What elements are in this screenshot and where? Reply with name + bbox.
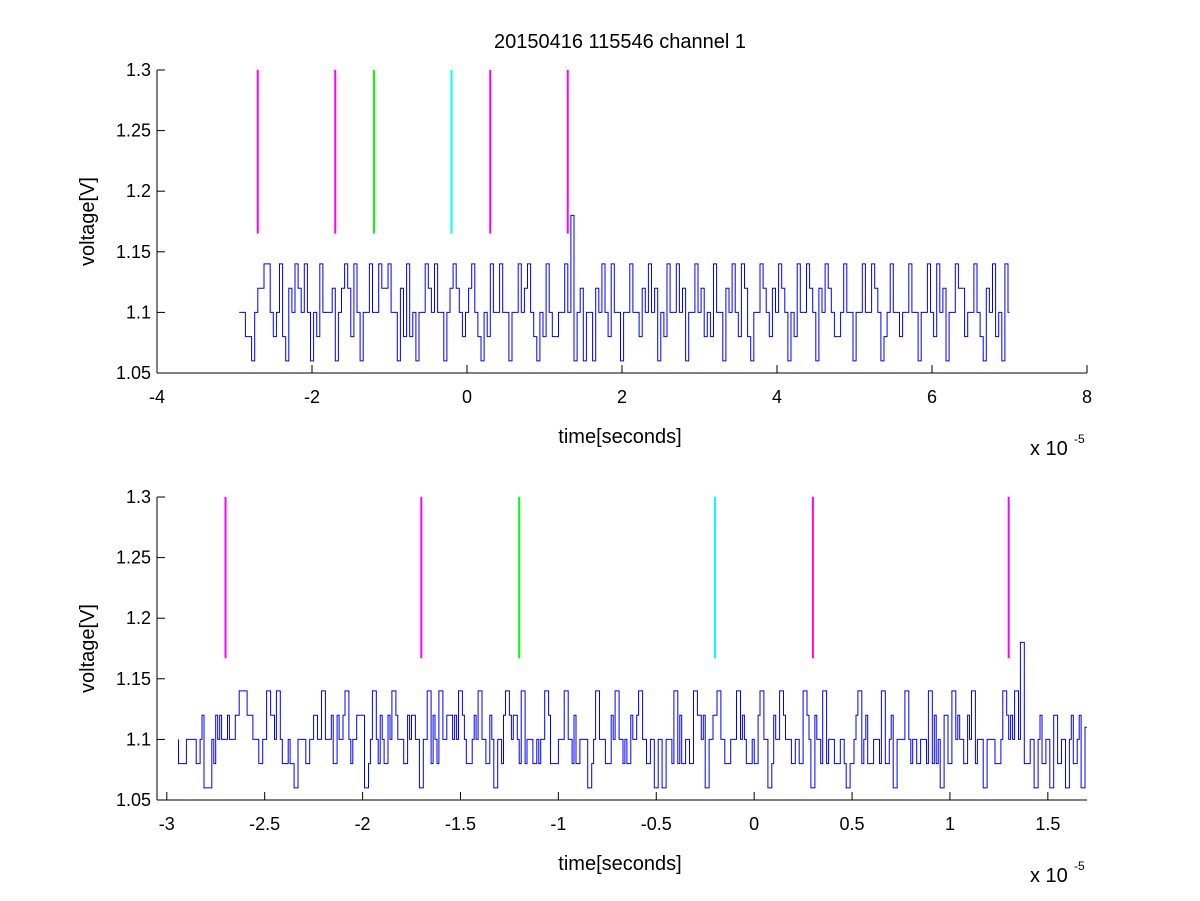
x-tick-label: -1.5 bbox=[445, 814, 476, 834]
voltage-series-line bbox=[178, 641, 1087, 789]
y-tick-label: 1.1 bbox=[126, 302, 151, 322]
y-tick-label: 1.3 bbox=[126, 60, 151, 80]
x-axis-label: time[seconds] bbox=[558, 853, 681, 875]
y-tick-label: 1.15 bbox=[116, 242, 151, 262]
x-tick-label: -0.5 bbox=[641, 814, 672, 834]
y-tick-label: 1.2 bbox=[126, 608, 151, 628]
x-tick-label: -2 bbox=[355, 814, 371, 834]
top-plot: 1.05 1.1 1.15 1.2 1.25 1.3 -4 -2 0 2 4 6 8 time[secon… bbox=[77, 60, 1092, 460]
x-tick-label: 8 bbox=[1082, 387, 1092, 407]
x-multiplier-label: x 10 bbox=[1030, 438, 1068, 460]
x-multiplier-exponent: -5 bbox=[1074, 859, 1085, 873]
y-tick-label: 1.3 bbox=[126, 487, 151, 507]
x-tick-label: -4 bbox=[149, 387, 165, 407]
x-axis-label: time[seconds] bbox=[558, 426, 681, 448]
x-tick-label: 0.5 bbox=[840, 814, 865, 834]
y-tick-label: 1.25 bbox=[116, 548, 151, 568]
x-multiplier-label: x 10 bbox=[1030, 865, 1068, 887]
x-multiplier-exponent: -5 bbox=[1074, 432, 1085, 446]
y-tick-label: 1.05 bbox=[116, 790, 151, 810]
x-tick-label: 1.5 bbox=[1035, 814, 1060, 834]
y-axis-label: voltage[V] bbox=[77, 604, 99, 693]
x-tick-label: 0 bbox=[749, 814, 759, 834]
x-tick-label: 1 bbox=[945, 814, 955, 834]
x-tick-label: 0 bbox=[462, 387, 472, 407]
y-tick-label: 1.05 bbox=[116, 363, 151, 383]
x-tick-label: 4 bbox=[772, 387, 782, 407]
x-tick-label: 6 bbox=[927, 387, 937, 407]
x-tick-label: -2.5 bbox=[249, 814, 280, 834]
x-tick-label: 2 bbox=[617, 387, 627, 407]
figure-title: 20150416 115546 channel 1 bbox=[494, 31, 746, 53]
y-tick-label: 1.2 bbox=[126, 181, 151, 201]
y-axis-label: voltage[V] bbox=[77, 177, 99, 266]
x-tick-label: -1 bbox=[550, 814, 566, 834]
x-tick-label: -2 bbox=[304, 387, 320, 407]
y-tick-label: 1.15 bbox=[116, 669, 151, 689]
voltage-series-line bbox=[239, 214, 1010, 362]
x-tick-label: -3 bbox=[159, 814, 175, 834]
bottom-plot: 1.05 1.1 1.15 1.2 1.25 1.3 -3 -2.5 -2 -1.5 -1 -0.5 0… bbox=[77, 487, 1087, 887]
y-tick-label: 1.1 bbox=[126, 729, 151, 749]
y-tick-label: 1.25 bbox=[116, 121, 151, 141]
